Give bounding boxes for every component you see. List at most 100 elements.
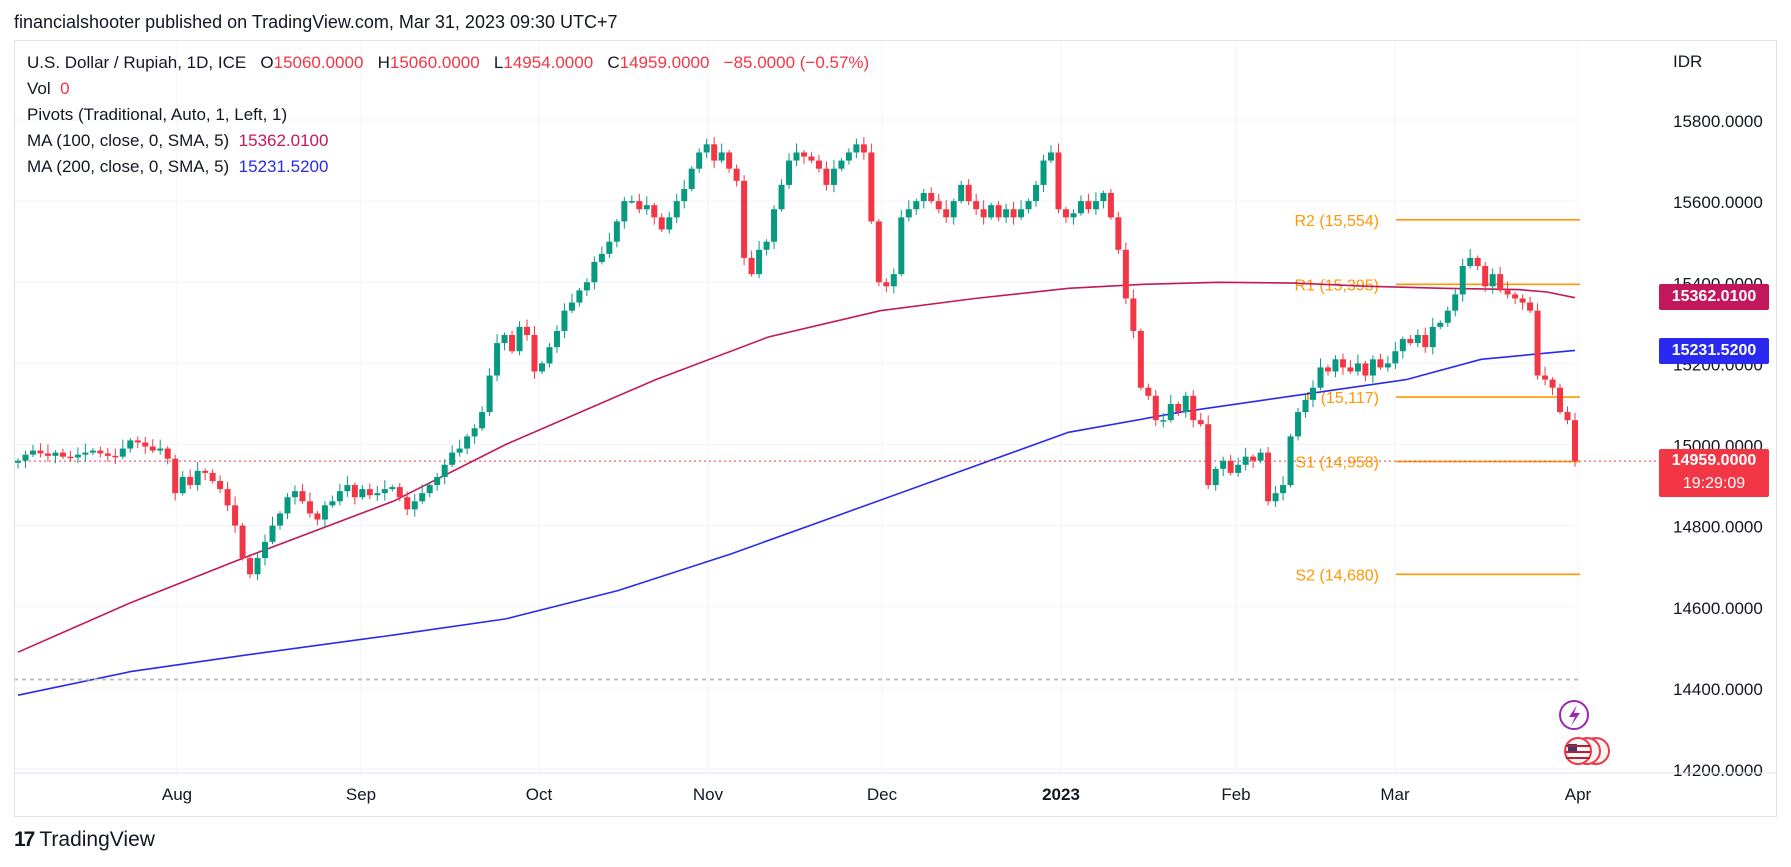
candle-body xyxy=(494,343,501,376)
candle-body xyxy=(666,217,673,230)
candle-body xyxy=(733,168,740,181)
candle-body xyxy=(808,156,815,161)
candle-body xyxy=(381,489,388,494)
candle-body xyxy=(621,201,628,222)
candle-body xyxy=(920,193,927,202)
close-label: C xyxy=(607,53,620,72)
volume-label[interactable]: Vol xyxy=(27,79,51,98)
candle-body xyxy=(913,201,920,210)
candle-body xyxy=(1534,310,1541,376)
candle-body xyxy=(1295,412,1302,437)
candle-body xyxy=(1092,201,1099,210)
candle-body xyxy=(800,152,807,157)
candle-body xyxy=(718,152,725,161)
candle-body xyxy=(1175,403,1182,413)
candle-body xyxy=(1160,420,1167,422)
candle-body xyxy=(778,184,785,210)
candle-body xyxy=(1354,363,1361,372)
candle-body xyxy=(269,525,276,542)
tradingview-logo[interactable]: 17 TradingView xyxy=(14,828,155,852)
x-tick-label: Aug xyxy=(162,785,192,804)
pivot-label: P (15,117) xyxy=(1306,390,1379,407)
candle-body xyxy=(1190,395,1197,421)
candle-body xyxy=(1414,334,1421,344)
ma200-value: 15231.5200 xyxy=(238,157,329,176)
publisher-line: financialshooter published on TradingVie… xyxy=(14,12,618,32)
candle-body xyxy=(119,448,126,457)
candle-body xyxy=(299,491,306,502)
candle-body xyxy=(479,412,486,429)
pivot-label: S1 (14,958) xyxy=(1295,455,1379,472)
candle-body xyxy=(127,440,134,449)
pivots-label[interactable]: Pivots (Traditional, Auto, 1, Left, 1) xyxy=(27,105,288,124)
candle-body xyxy=(1497,274,1504,291)
candle-body xyxy=(74,454,81,458)
candle-body xyxy=(1272,493,1279,502)
candle-body xyxy=(97,450,104,454)
candle-body xyxy=(673,201,680,218)
candle-body xyxy=(1287,436,1294,486)
candle-body xyxy=(284,497,291,514)
candle-body xyxy=(711,144,718,161)
candle-body xyxy=(1205,424,1212,486)
candle-body xyxy=(1347,367,1354,372)
candle-body xyxy=(763,241,770,250)
candle-body xyxy=(456,448,463,453)
ma200-label[interactable]: MA (200, close, 0, SMA, 5) xyxy=(27,157,230,176)
candle-body xyxy=(988,205,995,218)
y-tick-label: 14400.0000 xyxy=(1673,680,1763,699)
candle-body xyxy=(1317,367,1324,388)
candle-body xyxy=(1033,184,1040,202)
y-tick-label: 14200.0000 xyxy=(1673,761,1763,780)
candle-body xyxy=(1055,152,1062,210)
candle-body xyxy=(1542,375,1549,380)
candle-body xyxy=(217,481,224,490)
candle-body xyxy=(860,144,867,153)
symbol-row: U.S. Dollar / Rupiah, 1D, ICE O15060.000… xyxy=(27,50,869,76)
lightning-icon-glyph xyxy=(1569,705,1580,726)
candle-body xyxy=(696,152,703,169)
candle-body xyxy=(958,184,965,202)
candle-body xyxy=(1399,339,1406,352)
candle-body xyxy=(224,489,231,506)
candle-body xyxy=(950,201,957,218)
candle-body xyxy=(1062,209,1069,218)
candle-body xyxy=(59,452,66,457)
candle-body xyxy=(583,282,590,291)
symbol-name[interactable]: U.S. Dollar / Rupiah, 1D, ICE xyxy=(27,53,247,72)
x-tick-label: Dec xyxy=(867,785,898,804)
candle-body xyxy=(973,201,980,210)
candle-body xyxy=(1235,464,1242,473)
candle-body xyxy=(643,205,650,210)
candle-body xyxy=(1077,201,1084,214)
candle-body xyxy=(786,160,793,185)
candle-body xyxy=(1324,367,1331,372)
candle-body xyxy=(1100,193,1107,202)
candle-body xyxy=(636,201,643,210)
candle-body xyxy=(1474,257,1481,267)
candle-body xyxy=(29,450,36,455)
candle-body xyxy=(464,436,471,449)
candle-body xyxy=(396,487,403,498)
candle-body xyxy=(134,440,141,443)
candle-body xyxy=(179,476,186,494)
ma100-label[interactable]: MA (100, close, 0, SMA, 5) xyxy=(27,131,230,150)
candle-body xyxy=(471,428,478,437)
candle-body xyxy=(1467,257,1474,267)
candle-body xyxy=(209,472,216,482)
ma200-price-badge: 15231.5200 xyxy=(1659,338,1769,364)
candle-body xyxy=(905,209,912,218)
candle-body xyxy=(898,217,905,275)
candle-body xyxy=(441,464,448,477)
candle-body xyxy=(935,201,942,210)
candle-body xyxy=(434,476,441,486)
candle-body xyxy=(239,525,246,559)
candle-body xyxy=(771,209,778,242)
candle-body xyxy=(1003,209,1010,218)
candle-body xyxy=(1444,310,1451,323)
x-tick-label: Apr xyxy=(1565,785,1592,804)
candle-body xyxy=(943,209,950,218)
candle-body xyxy=(1048,152,1055,161)
tradingview-brand: TradingView xyxy=(39,828,155,851)
